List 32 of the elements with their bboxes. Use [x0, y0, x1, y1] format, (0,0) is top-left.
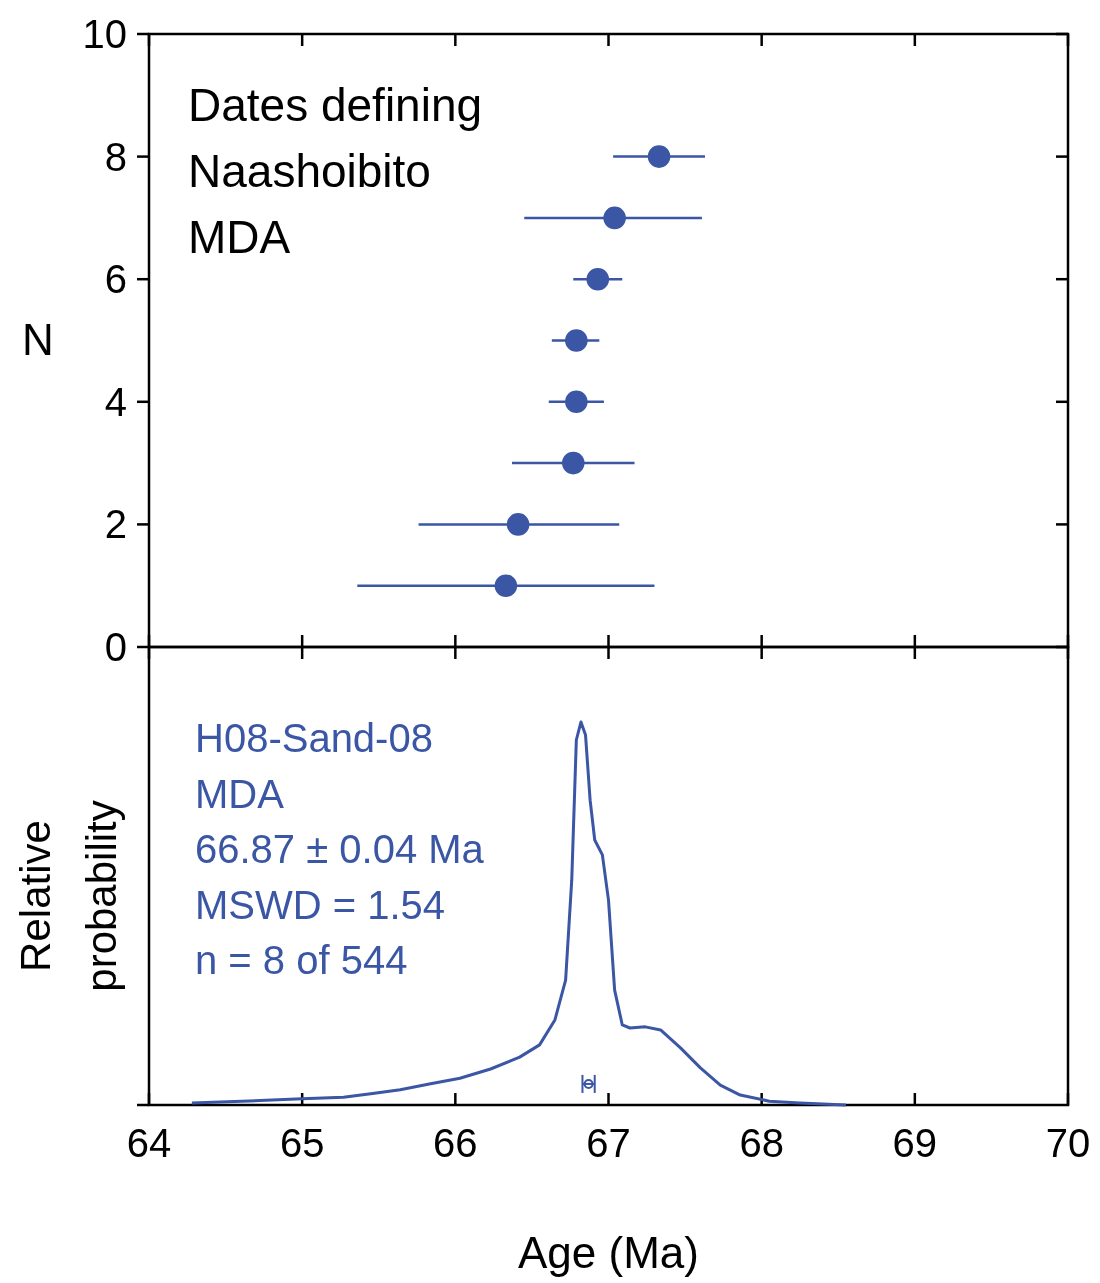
x-tick-label: 66	[433, 1121, 478, 1165]
y-axis-title: Relative probability	[12, 800, 125, 992]
annotation: 66.87 ± 0.04 Ma	[195, 827, 485, 871]
y-tick-label: 8	[104, 134, 127, 179]
annotation: Dates defining	[188, 79, 483, 131]
y-tick-label: 10	[82, 12, 127, 56]
point	[647, 145, 671, 168]
point	[586, 267, 610, 291]
x-tick-label: 65	[279, 1121, 325, 1165]
annotation: MDA	[195, 771, 285, 816]
annotation: MSWD = 1.54	[195, 882, 446, 927]
x-tick-label: 68	[739, 1121, 784, 1165]
x-tick-label: 69	[892, 1121, 938, 1165]
x-tick-label: 64	[126, 1121, 172, 1165]
annotation: Naashoibito	[188, 145, 431, 197]
annotation: H08-Sand-08	[195, 716, 433, 760]
x-axis-title: Age (Ma)	[518, 1228, 699, 1277]
x-tick-label: 67	[586, 1121, 631, 1165]
y-tick-label: 6	[104, 257, 127, 302]
y-axis-title: N	[22, 314, 54, 364]
annotation: n = 8 of 544	[195, 938, 408, 982]
y-tick-label: 4	[104, 379, 127, 424]
point	[506, 513, 530, 536]
point	[494, 574, 518, 597]
point	[565, 390, 588, 414]
point	[603, 206, 626, 230]
point	[561, 451, 585, 475]
x-tick-label: 70	[1045, 1121, 1091, 1165]
y-tick-label: 2	[104, 502, 127, 547]
point	[565, 329, 588, 352]
y-tick-label: 0	[104, 625, 127, 669]
annotation: MDA	[188, 211, 291, 263]
